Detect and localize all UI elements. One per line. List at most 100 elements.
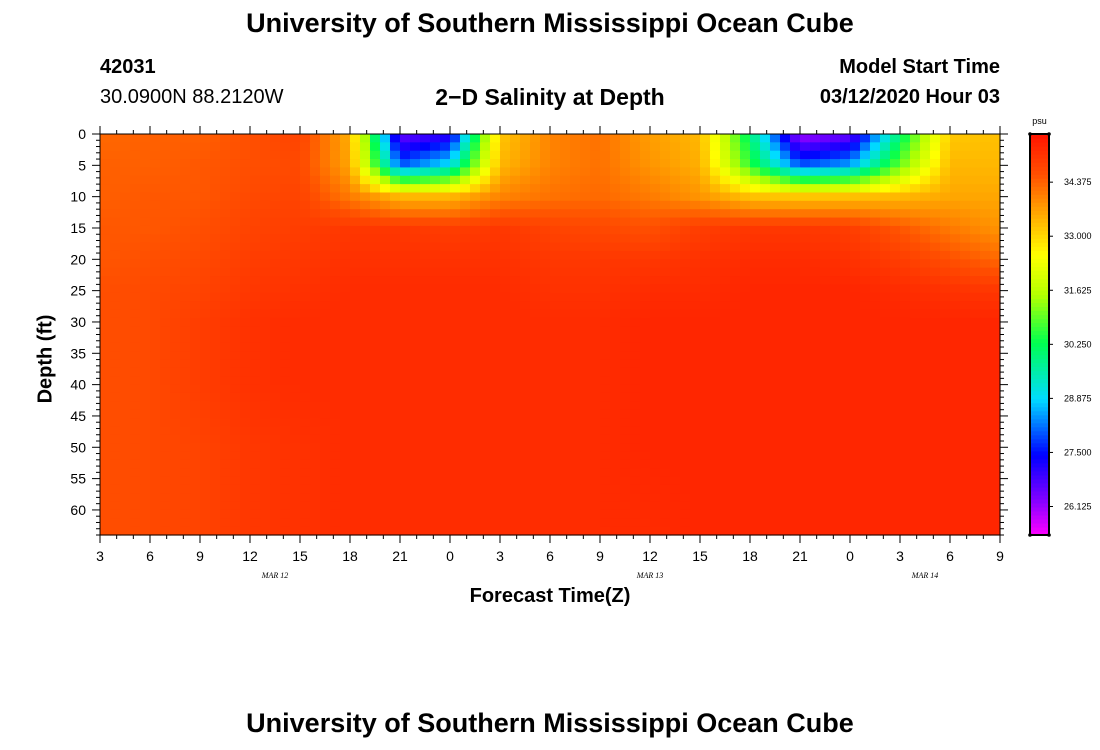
heatmap-cell [950, 209, 961, 219]
heatmap-cell [320, 326, 331, 336]
heatmap-cell [860, 518, 871, 528]
colorbar-segment [1030, 154, 1049, 159]
heatmap-cell [120, 134, 131, 143]
heatmap-cell [750, 376, 761, 386]
heatmap-cell [180, 217, 191, 227]
heatmap-cell [420, 409, 431, 419]
heatmap-cell [290, 326, 301, 336]
heatmap-cell [850, 334, 861, 344]
heatmap-cell [230, 418, 241, 427]
station-coordinates: 30.0900N 88.2120W [100, 86, 284, 108]
heatmap-cell [360, 418, 371, 427]
heatmap-cell [400, 142, 411, 152]
heatmap-cell [200, 134, 211, 143]
heatmap-cell [980, 276, 991, 285]
heatmap-cell [720, 259, 731, 269]
heatmap-cell [500, 284, 511, 294]
heatmap-cell [610, 250, 621, 260]
heatmap-cell [110, 392, 121, 402]
heatmap-cell [430, 451, 441, 461]
heatmap-cell [440, 484, 451, 494]
heatmap-cell [670, 484, 681, 494]
heatmap-cell [980, 418, 991, 427]
heatmap-cell [100, 334, 111, 344]
heatmap-cell [350, 434, 361, 444]
heatmap-cell [730, 284, 741, 294]
heatmap-cell [140, 367, 151, 377]
heatmap-cell [250, 209, 261, 219]
heatmap-cell [310, 392, 321, 402]
heatmap-cell [500, 175, 511, 185]
heatmap-cell [750, 200, 761, 210]
heatmap-cell [690, 501, 701, 511]
heatmap-cell [670, 150, 681, 160]
heatmap-cell [440, 392, 451, 402]
heatmap-cell [890, 309, 901, 319]
heatmap-cell [260, 526, 271, 536]
heatmap-cell [980, 225, 991, 235]
heatmap-cell [510, 418, 521, 427]
heatmap-cell [740, 351, 751, 361]
heatmap-cell [690, 276, 701, 285]
heatmap-cell [160, 292, 171, 302]
heatmap-cell [440, 317, 451, 327]
heatmap-cell [210, 468, 221, 478]
heatmap-cell [780, 443, 791, 453]
heatmap-cell [940, 301, 951, 311]
heatmap-cell [670, 301, 681, 311]
heatmap-cell [680, 167, 691, 177]
heatmap-cell [710, 175, 721, 185]
heatmap-cell [180, 484, 191, 494]
heatmap-cell [430, 309, 441, 319]
heatmap-cell [270, 134, 281, 143]
heatmap-cell [710, 451, 721, 461]
heatmap-cell [610, 342, 621, 352]
heatmap-cell [250, 225, 261, 235]
heatmap-cell [470, 451, 481, 461]
heatmap-cell [950, 250, 961, 260]
heatmap-cell [490, 134, 501, 143]
heatmap-cell [780, 384, 791, 394]
heatmap-cell [890, 359, 901, 369]
heatmap-cell [190, 309, 201, 319]
heatmap-cell [930, 317, 941, 327]
heatmap-cell [760, 309, 771, 319]
heatmap-cell [640, 150, 651, 160]
heatmap-cell [510, 167, 521, 177]
heatmap-cell [360, 301, 371, 311]
heatmap-cell [150, 376, 161, 386]
heatmap-cell [150, 317, 161, 327]
heatmap-cell [230, 451, 241, 461]
heatmap-cell [900, 159, 911, 169]
heatmap-cell [960, 418, 971, 427]
x-tick-label: 6 [146, 548, 154, 564]
heatmap-cell [110, 476, 121, 486]
heatmap-cell [710, 259, 721, 269]
heatmap-cell [160, 326, 171, 336]
x-tick-label: 3 [96, 548, 104, 564]
heatmap-cell [790, 476, 801, 486]
heatmap-cell [470, 284, 481, 294]
heatmap-cell [980, 426, 991, 436]
heatmap-cell [740, 434, 751, 444]
heatmap-cell [590, 359, 601, 369]
heatmap-cell [160, 317, 171, 327]
heatmap-cell [940, 209, 951, 219]
heatmap-cell [430, 459, 441, 469]
heatmap-cell [120, 342, 131, 352]
heatmap-cell [630, 209, 641, 219]
heatmap-cell [210, 259, 221, 269]
heatmap-cell [590, 242, 601, 252]
heatmap-cell [730, 468, 741, 478]
heatmap-cell [600, 259, 611, 269]
heatmap-cell [730, 200, 741, 210]
heatmap-cell [240, 493, 251, 503]
heatmap-cell [570, 292, 581, 302]
heatmap-cell [990, 326, 1001, 336]
heatmap-cell [830, 451, 841, 461]
heatmap-cell [370, 292, 381, 302]
heatmap-cell [850, 250, 861, 260]
heatmap-cell [220, 367, 231, 377]
heatmap-cell [270, 167, 281, 177]
heatmap-cell [580, 209, 591, 219]
